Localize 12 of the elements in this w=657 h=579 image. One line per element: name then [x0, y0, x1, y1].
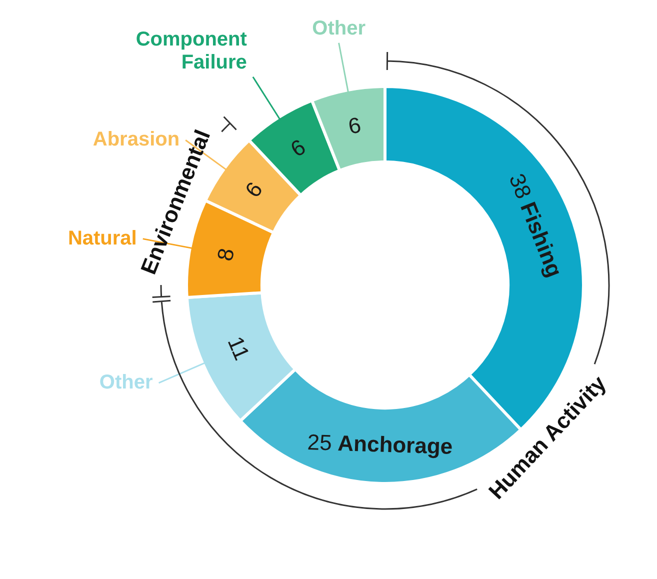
data-label: 6 — [286, 134, 310, 162]
data-label: 6 — [346, 112, 363, 140]
slice-label: Other — [99, 371, 153, 394]
data-label: 6 — [240, 177, 268, 202]
slice-label: Component Failure — [136, 28, 248, 74]
data-label: 25 — [306, 429, 332, 456]
data-label: 38 — [504, 170, 536, 202]
data-label: 11 — [222, 332, 255, 364]
slice-label: Other — [312, 17, 366, 40]
slice-label: Natural — [68, 227, 137, 250]
data-label: 8 — [212, 246, 240, 263]
slice-label: Anchorage — [337, 430, 453, 460]
